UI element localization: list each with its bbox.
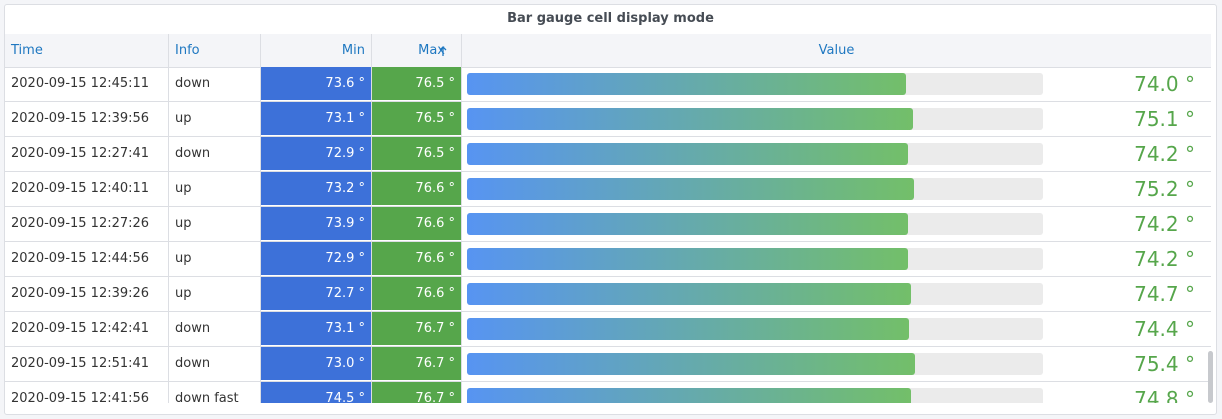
column-header[interactable]: Value <box>818 43 855 58</box>
scrollbar[interactable] <box>1208 351 1213 403</box>
gauge-bar <box>467 388 912 403</box>
time-cell: 2020-09-15 12:39:56 <box>5 102 169 136</box>
gauge-bar <box>467 283 911 305</box>
min-cell: 73.2 ° <box>261 172 372 206</box>
gauge-bar <box>467 213 908 235</box>
info-cell: down <box>169 137 261 171</box>
min-cell: 72.9 ° <box>261 137 372 171</box>
column-header[interactable]: Info <box>169 34 261 67</box>
max-cell: 76.6 ° <box>372 207 462 241</box>
info-cell: up <box>169 242 261 276</box>
gauge-bar <box>467 353 915 375</box>
time-cell: 2020-09-15 12:45:11 <box>5 67 169 101</box>
info-cell: up <box>169 102 261 136</box>
table-panel: Bar gauge cell display mode Time Info Mi… <box>4 4 1217 415</box>
column-header[interactable]: Min <box>261 34 372 67</box>
gauge-value: 74.7 ° <box>1134 282 1195 306</box>
min-cell: 73.9 ° <box>261 207 372 241</box>
max-cell: 76.6 ° <box>372 277 462 311</box>
gauge-value: 74.2 ° <box>1134 142 1195 166</box>
gauge-bar <box>467 73 907 95</box>
info-cell: down <box>169 347 261 381</box>
info-cell: down <box>169 312 261 346</box>
min-cell: 72.9 ° <box>261 242 372 276</box>
min-cell: 74.5 ° <box>261 382 372 403</box>
max-cell: 76.7 ° <box>372 382 462 403</box>
gauge-value: 75.4 ° <box>1134 352 1195 376</box>
time-cell: 2020-09-15 12:51:41 <box>5 347 169 381</box>
gauge-value: 75.2 ° <box>1134 177 1195 201</box>
gauge-value: 75.1 ° <box>1134 107 1195 131</box>
info-cell: down fast <box>169 382 261 403</box>
table-row: 2020-09-15 12:41:56 down fast 74.5 ° 76.7 °… <box>5 382 1211 403</box>
table-body: 2020-09-15 12:45:11 down 73.6 ° 76.5 ° 74.0 … <box>5 67 1211 403</box>
min-cell: 73.1 ° <box>261 312 372 346</box>
max-cell: 76.7 ° <box>372 347 462 381</box>
table-row: 2020-09-15 12:44:56 up 72.9 ° 76.6 ° 74.2 ° <box>5 242 1211 277</box>
time-cell: 2020-09-15 12:27:41 <box>5 137 169 171</box>
max-cell: 76.5 ° <box>372 67 462 101</box>
info-cell: up <box>169 172 261 206</box>
column-header[interactable]: Max <box>372 34 462 67</box>
gauge-value: 74.2 ° <box>1134 212 1195 236</box>
gauge-bar <box>467 318 909 340</box>
time-cell: 2020-09-15 12:42:41 <box>5 312 169 346</box>
max-cell: 76.6 ° <box>372 242 462 276</box>
min-cell: 73.6 ° <box>261 67 372 101</box>
gauge-bar <box>467 178 914 200</box>
table-row: 2020-09-15 12:39:56 up 73.1 ° 76.5 ° 75.1 ° <box>5 102 1211 137</box>
info-cell: up <box>169 277 261 311</box>
time-cell: 2020-09-15 12:44:56 <box>5 242 169 276</box>
table-row: 2020-09-15 12:39:26 up 72.7 ° 76.6 ° 74.7 ° <box>5 277 1211 312</box>
gauge-value: 74.0 ° <box>1134 72 1195 96</box>
time-cell: 2020-09-15 12:27:26 <box>5 207 169 241</box>
time-cell: 2020-09-15 12:39:26 <box>5 277 169 311</box>
gauge-value: 74.4 ° <box>1134 317 1195 341</box>
sort-arrow-icon <box>439 46 447 56</box>
gauge-bar <box>467 108 913 130</box>
table-row: 2020-09-15 12:42:41 down 73.1 ° 76.7 ° 74.4 … <box>5 312 1211 347</box>
min-cell: 73.0 ° <box>261 347 372 381</box>
max-cell: 76.7 ° <box>372 312 462 346</box>
table-row: 2020-09-15 12:51:41 down 73.0 ° 76.7 ° 75.4 … <box>5 347 1211 382</box>
panel-title: Bar gauge cell display mode <box>507 11 714 26</box>
max-cell: 76.5 ° <box>372 137 462 171</box>
min-cell: 72.7 ° <box>261 277 372 311</box>
gauge-value: 74.8 ° <box>1134 387 1195 403</box>
info-cell: down <box>169 67 261 101</box>
gauge-bar <box>467 248 908 270</box>
max-cell: 76.6 ° <box>372 172 462 206</box>
time-cell: 2020-09-15 12:40:11 <box>5 172 169 206</box>
table-row: 2020-09-15 12:27:26 up 73.9 ° 76.6 ° 74.2 ° <box>5 207 1211 242</box>
table-row: 2020-09-15 12:40:11 up 73.2 ° 76.6 ° 75.2 ° <box>5 172 1211 207</box>
info-cell: up <box>169 207 261 241</box>
table-row: 2020-09-15 12:45:11 down 73.6 ° 76.5 ° 74.0 … <box>5 67 1211 102</box>
column-header[interactable]: Time <box>5 34 169 67</box>
gauge-bar <box>467 143 908 165</box>
min-cell: 73.1 ° <box>261 102 372 136</box>
table-row: 2020-09-15 12:27:41 down 72.9 ° 76.5 ° 74.2 … <box>5 137 1211 172</box>
table-header: Time Info Min Max Value <box>5 34 1211 68</box>
max-cell: 76.5 ° <box>372 102 462 136</box>
time-cell: 2020-09-15 12:41:56 <box>5 382 169 403</box>
gauge-value: 74.2 ° <box>1134 247 1195 271</box>
